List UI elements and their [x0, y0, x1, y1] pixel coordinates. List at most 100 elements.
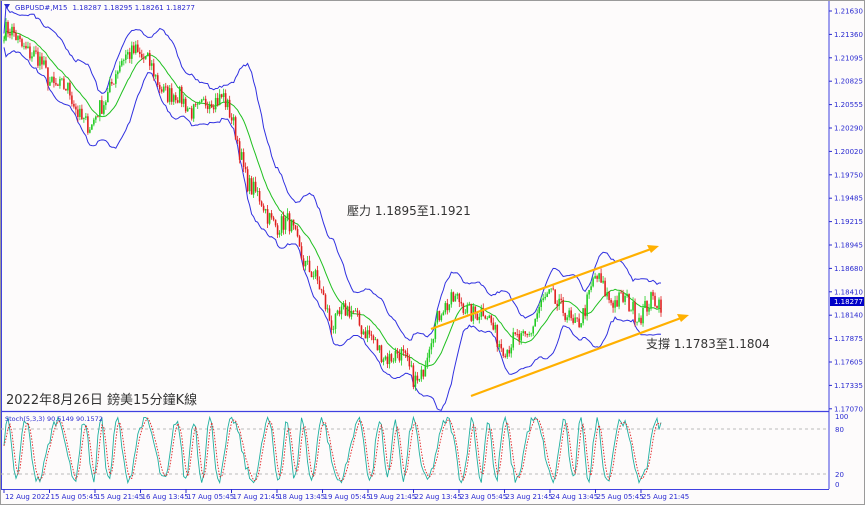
candle	[426, 352, 429, 369]
candle	[49, 76, 51, 86]
candle	[400, 347, 403, 366]
candle	[326, 304, 329, 313]
candle	[208, 101, 211, 114]
time-tick-label: 15 Aug 21:45	[96, 493, 143, 501]
candle	[492, 317, 495, 331]
candle	[123, 58, 125, 66]
candle	[330, 315, 333, 335]
candle	[117, 70, 119, 79]
stoch-tick: 0	[835, 481, 839, 489]
candle	[590, 281, 592, 293]
candle	[63, 76, 65, 91]
candle	[206, 101, 209, 114]
candle	[604, 277, 606, 297]
candle	[656, 305, 658, 309]
candle	[314, 268, 317, 280]
candle	[372, 334, 375, 344]
candle	[612, 300, 614, 313]
candle	[95, 115, 97, 123]
stochastic-oscillator	[3, 415, 662, 485]
candle	[202, 96, 205, 101]
candle	[93, 117, 95, 127]
candle	[220, 93, 223, 99]
candle	[516, 328, 519, 338]
candle	[480, 304, 483, 320]
candle	[320, 288, 323, 294]
time-tick-label: 23 Aug 05:45	[460, 493, 507, 501]
channel-lower-line[interactable]	[470, 316, 682, 398]
candle	[308, 255, 311, 273]
candle	[85, 112, 87, 121]
candle	[242, 148, 245, 172]
candle	[236, 135, 239, 144]
candle	[524, 331, 527, 337]
candles	[3, 18, 662, 391]
candle	[194, 102, 197, 107]
candle	[210, 100, 213, 109]
candle	[65, 88, 67, 91]
bollinger-bands	[3, 3, 662, 411]
candle	[440, 313, 443, 322]
candle	[101, 95, 103, 115]
candle	[626, 289, 628, 298]
candle	[15, 29, 17, 41]
candle	[75, 103, 77, 115]
candle	[113, 83, 115, 85]
candle	[214, 93, 217, 113]
candle	[554, 289, 556, 305]
candle	[352, 310, 355, 314]
candle	[608, 290, 610, 304]
candle	[422, 369, 425, 380]
stoch-label: Stoch(5,3,3) 90.5149 90.1572	[5, 415, 103, 423]
candle	[654, 292, 656, 308]
stoch-tick: 20	[835, 471, 844, 479]
price-tick-label: 1.21630	[834, 8, 863, 16]
candle	[172, 93, 175, 105]
candle	[556, 300, 558, 311]
candle	[628, 293, 630, 312]
candle	[618, 291, 620, 310]
candle	[198, 100, 201, 105]
candle	[178, 85, 181, 104]
candle	[620, 289, 622, 294]
candle	[282, 211, 285, 235]
price-tick-label: 1.17875	[834, 335, 863, 343]
candle	[200, 98, 203, 104]
candle	[494, 322, 497, 333]
candle	[648, 303, 650, 315]
candle	[614, 295, 616, 313]
candle	[166, 85, 169, 104]
candle	[71, 91, 73, 107]
stoch-main-line	[3, 415, 662, 485]
candle	[196, 102, 199, 109]
candle	[125, 49, 127, 64]
candle	[240, 148, 243, 161]
price-tick-label: 1.18140	[834, 312, 863, 320]
candle	[258, 188, 261, 205]
time-tick-label: 25 Aug 21:45	[642, 493, 689, 501]
candle	[450, 289, 453, 308]
candle	[97, 115, 99, 118]
candle	[378, 345, 381, 353]
candle	[306, 255, 309, 265]
candle	[222, 88, 225, 102]
candle	[496, 324, 499, 352]
candle	[526, 333, 529, 338]
ascending-channel[interactable]	[430, 245, 689, 398]
candle	[322, 286, 325, 296]
candle	[31, 52, 33, 62]
current-price-label: 1.18277	[834, 298, 863, 306]
candle	[204, 95, 207, 109]
candle	[532, 325, 534, 337]
channel-upper-line[interactable]	[430, 247, 652, 331]
candle	[476, 313, 479, 321]
candle	[438, 310, 441, 322]
candle	[51, 76, 53, 84]
candle	[316, 265, 319, 285]
collapse-arrow-icon[interactable]	[4, 4, 10, 9]
candle	[442, 310, 445, 316]
candle	[334, 312, 337, 334]
candle	[460, 297, 463, 307]
candle	[364, 327, 367, 339]
